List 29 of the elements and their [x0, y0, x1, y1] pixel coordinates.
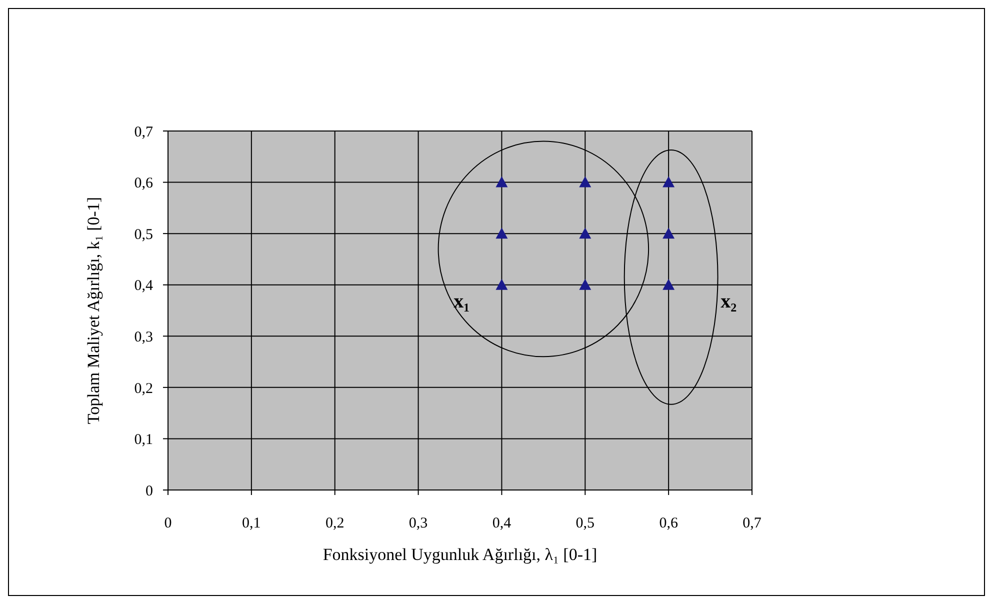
- y-tick-label: 0,2: [134, 380, 153, 397]
- point: [496, 228, 508, 239]
- point: [496, 278, 508, 290]
- y-tick-label: 0,4: [134, 278, 154, 294]
- point: [496, 176, 508, 188]
- y-axis-title: Toplam Maliyet Ağırlığı, k₁ [0-1]: [84, 196, 104, 424]
- x-tick-label: 0,5: [576, 516, 595, 532]
- x-tick-label: 0,2: [325, 516, 344, 532]
- y-tick-label: 0,7: [134, 124, 154, 140]
- point: [662, 176, 675, 188]
- annotation: x₂: [720, 290, 737, 312]
- point: [662, 228, 675, 239]
- x-tick-label: 0,1: [242, 516, 261, 532]
- point: [579, 176, 592, 188]
- y-tick-label: 0,3: [134, 329, 153, 346]
- x-tick-label: 0,6: [659, 516, 678, 532]
- x-tick-label: 0: [164, 516, 172, 532]
- x-tick-label: 0,3: [408, 516, 428, 532]
- point: [662, 278, 675, 290]
- point: [579, 278, 592, 290]
- x-tick-label: 0,4: [492, 516, 512, 532]
- x-tick-label: 0,7: [742, 516, 762, 532]
- y-tick-label: 0: [146, 483, 153, 500]
- annotation: x₁: [454, 290, 470, 312]
- y-tick-label: 0,1: [134, 432, 153, 448]
- y-tick-label: 0,6: [134, 176, 154, 192]
- point: [579, 228, 592, 239]
- x-axis-title: Fonksiyonel Uygunluk Ağırlığı, λ₁ [0-1]: [322, 545, 598, 564]
- y-tick-label: 0,5: [134, 226, 153, 243]
